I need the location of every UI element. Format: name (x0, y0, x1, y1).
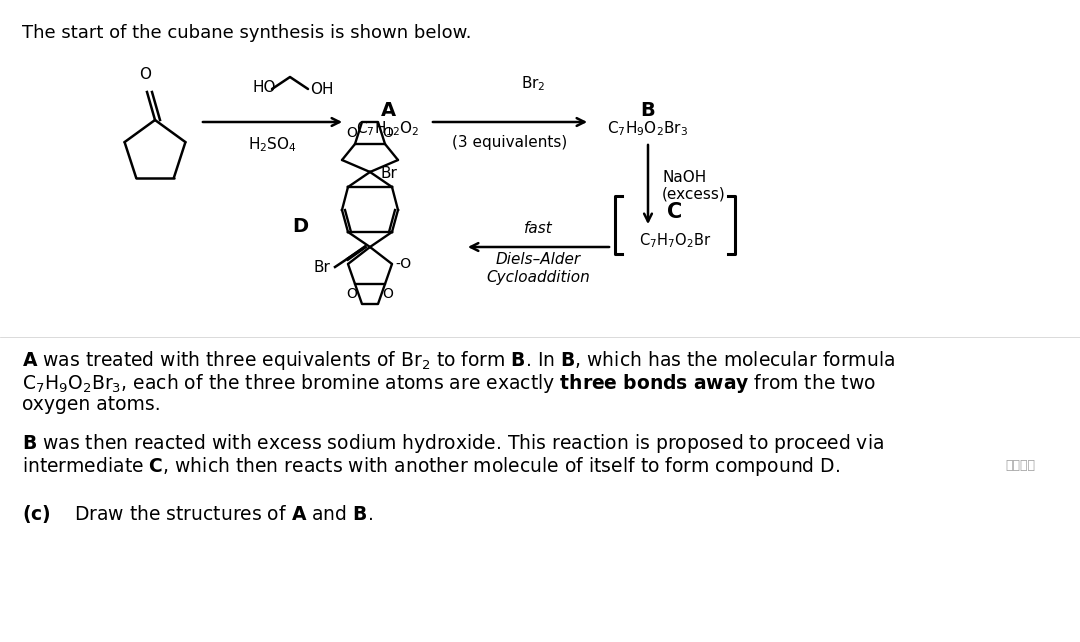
Text: H$_2$SO$_4$: H$_2$SO$_4$ (248, 135, 297, 153)
Text: C$_7$H$_9$O$_2$Br$_3$, each of the three bromine atoms are exactly $\mathbf{thre: C$_7$H$_9$O$_2$Br$_3$, each of the three… (22, 372, 876, 395)
Text: O: O (382, 126, 393, 140)
Text: C$_7$H$_{12}$O$_2$: C$_7$H$_{12}$O$_2$ (356, 119, 420, 138)
Text: C: C (667, 202, 683, 222)
Text: A: A (380, 101, 395, 119)
Text: O: O (382, 287, 393, 301)
Text: OH: OH (310, 82, 334, 96)
Text: -O: -O (395, 257, 411, 271)
Text: Br$_2$: Br$_2$ (521, 74, 545, 93)
Text: oxygen atoms.: oxygen atoms. (22, 395, 161, 414)
Text: $\mathbf{A}$ was treated with three equivalents of Br$_2$ to form $\mathbf{B}$. : $\mathbf{A}$ was treated with three equi… (22, 349, 895, 372)
Text: Br: Br (313, 259, 330, 275)
Text: C$_7$H$_7$O$_2$Br: C$_7$H$_7$O$_2$Br (639, 232, 711, 250)
Text: Diels–Alder: Diels–Alder (496, 252, 581, 267)
Text: B: B (640, 101, 656, 119)
Text: D: D (292, 218, 308, 236)
Text: NaOH: NaOH (662, 169, 706, 184)
Text: intermediate $\mathbf{C}$, which then reacts with another molecule of itself to : intermediate $\mathbf{C}$, which then re… (22, 455, 840, 478)
Text: $\mathbf{(c)}$    Draw the structures of $\mathbf{A}$ and $\mathbf{B}$.: $\mathbf{(c)}$ Draw the structures of $\… (22, 503, 373, 525)
Text: fast: fast (524, 221, 553, 236)
Text: (3 equivalents): (3 equivalents) (453, 135, 568, 150)
Text: Cycloaddition: Cycloaddition (487, 270, 591, 285)
Text: Br: Br (380, 166, 396, 182)
Text: $\mathbf{B}$ was then reacted with excess sodium hydroxide. This reaction is pro: $\mathbf{B}$ was then reacted with exces… (22, 432, 885, 455)
Text: O: O (139, 67, 151, 82)
Text: O: O (347, 287, 357, 301)
Text: The start of the cubane synthesis is shown below.: The start of the cubane synthesis is sho… (22, 24, 472, 42)
Text: (excess): (excess) (662, 186, 726, 202)
Text: HO: HO (253, 80, 276, 94)
Text: O: O (347, 126, 357, 140)
Text: C$_7$H$_9$O$_2$Br$_3$: C$_7$H$_9$O$_2$Br$_3$ (607, 119, 689, 138)
Text: 剑藤教育: 剑藤教育 (1005, 459, 1035, 472)
